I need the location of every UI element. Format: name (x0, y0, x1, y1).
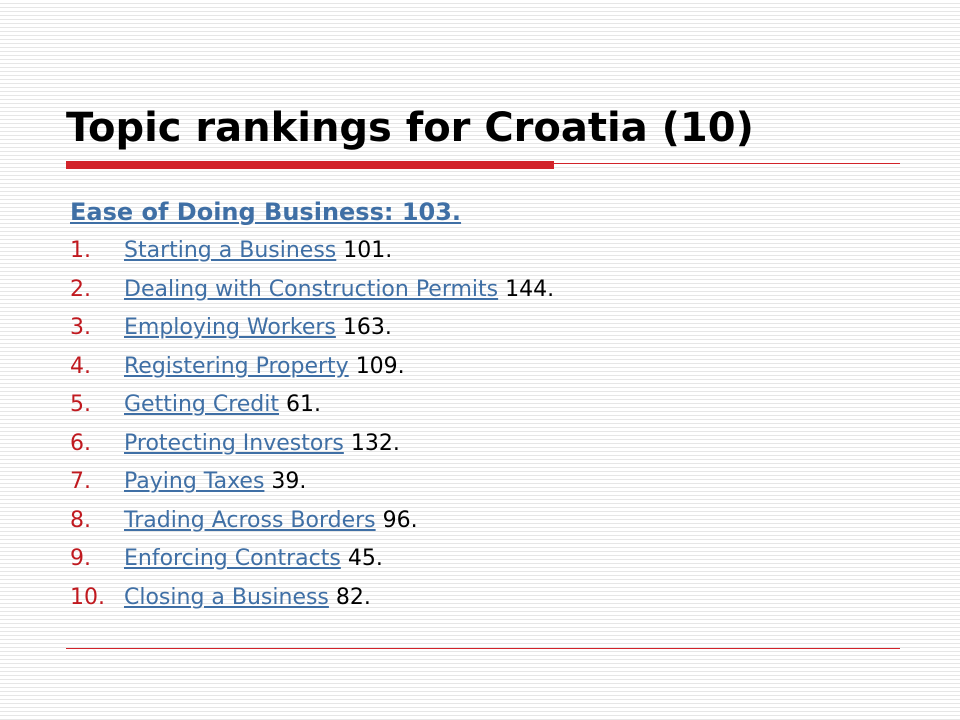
title-underline-accent (66, 161, 554, 169)
topic-rank: 45. (347, 546, 383, 571)
list-entry: Closing a Business 82. (124, 579, 371, 618)
topic-rank: 163. (342, 315, 392, 340)
list-number: 10. (70, 584, 105, 610)
topic-rank: 132. (350, 430, 400, 456)
list-entry: Registering Property 109. (124, 348, 405, 387)
list-item: 8. Trading Across Borders 96. (70, 502, 900, 541)
topic-rank: 109. (355, 353, 405, 379)
list-item: 7. Paying Taxes 39. (70, 463, 900, 502)
topic-rank: 82. (335, 584, 371, 610)
topic-rank: 39. (271, 469, 307, 494)
list-item: 5. Getting Credit 61. (70, 386, 900, 425)
slide-content: Ease of Doing Business: 103. 1. Starting… (70, 192, 900, 617)
list-number: 4. (70, 353, 91, 379)
topic-rankings-list: 1. Starting a Business 101. 2. Dealing w… (70, 232, 900, 617)
list-entry: Starting a Business 101. (124, 232, 392, 271)
list-number: 1. (70, 238, 91, 263)
topic-rank: 61. (286, 392, 322, 417)
list-item: 1. Starting a Business 101. (70, 232, 900, 271)
topic-link[interactable]: Paying Taxes (124, 469, 265, 494)
topic-link[interactable]: Getting Credit (124, 392, 280, 417)
topic-rank: 144. (505, 276, 555, 302)
list-entry: Paying Taxes 39. (124, 463, 306, 502)
topic-link[interactable]: Trading Across Borders (124, 507, 376, 533)
list-number: 6. (70, 430, 91, 456)
list-number: 8. (70, 507, 91, 533)
topic-rank: 101. (343, 238, 393, 263)
list-item: 9. Enforcing Contracts 45. (70, 540, 900, 579)
list-item: 2. Dealing with Construction Permits 144… (70, 271, 900, 310)
title-underline-rule (554, 163, 900, 164)
topic-link[interactable]: Protecting Investors (124, 430, 344, 456)
list-entry: Protecting Investors 132. (124, 425, 400, 464)
list-item: 4. Registering Property 109. (70, 348, 900, 387)
list-entry: Enforcing Contracts 45. (124, 540, 383, 579)
list-entry: Getting Credit 61. (124, 386, 321, 425)
list-number: 7. (70, 469, 91, 494)
list-entry: Dealing with Construction Permits 144. (124, 271, 554, 310)
topic-link[interactable]: Registering Property (124, 353, 349, 379)
topic-rank: 96. (382, 507, 418, 533)
topic-link[interactable]: Starting a Business (124, 238, 337, 263)
topic-link[interactable]: Employing Workers (124, 315, 336, 340)
slide-title: Topic rankings for Croatia (10) (66, 105, 754, 151)
list-item: 3. Employing Workers 163. (70, 309, 900, 348)
list-number: 3. (70, 315, 91, 340)
ease-of-doing-business-link[interactable]: Ease of Doing Business: 103. (70, 198, 462, 226)
topic-link[interactable]: Dealing with Construction Permits (124, 276, 499, 302)
list-number: 9. (70, 546, 91, 571)
list-entry: Employing Workers 163. (124, 309, 392, 348)
list-item: 10. Closing a Business 82. (70, 579, 900, 618)
bottom-divider (66, 648, 900, 649)
topic-link[interactable]: Enforcing Contracts (124, 546, 341, 571)
list-item: 6. Protecting Investors 132. (70, 425, 900, 464)
list-entry: Trading Across Borders 96. (124, 502, 418, 541)
list-number: 2. (70, 276, 91, 302)
list-number: 5. (70, 392, 91, 417)
topic-link[interactable]: Closing a Business (124, 584, 329, 610)
